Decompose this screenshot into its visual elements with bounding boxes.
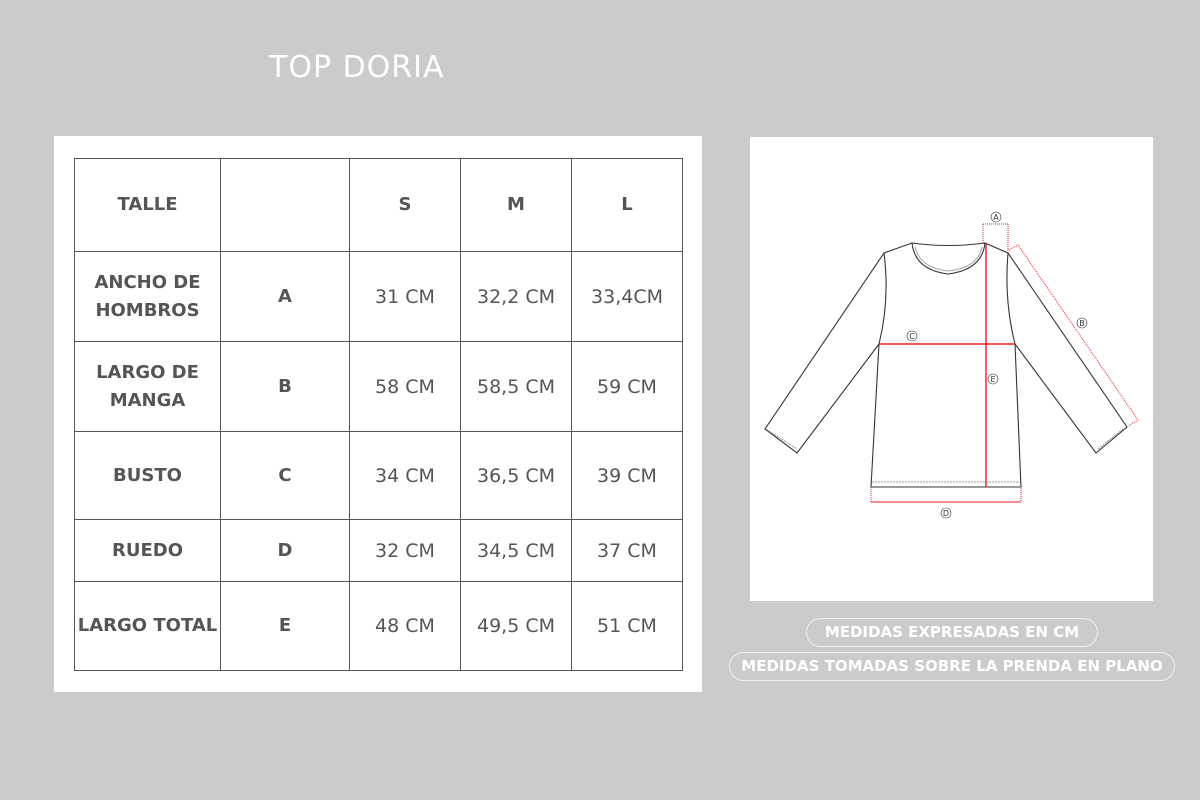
value-cell: 58 CM — [349, 341, 461, 432]
table-row: ANCHO DE HOMBROS A 31 CM 32,2 CM 33,4CM — [74, 251, 683, 342]
measure-code: D — [220, 519, 350, 582]
table-row: BUSTO C 34 CM 36,5 CM 39 CM — [74, 431, 683, 520]
table-row: LARGO DE MANGA B 58 CM 58,5 CM 59 CM — [74, 341, 683, 432]
value-cell: 32 CM — [349, 519, 461, 582]
page-title: TOP DORIA — [269, 50, 445, 85]
garment-diagram-panel: A B C D E — [750, 137, 1153, 601]
measure-code: A — [220, 251, 350, 342]
value-cell: 36,5 CM — [460, 431, 572, 520]
label-e: E — [990, 375, 995, 384]
header-cell: S — [349, 158, 461, 252]
note-units: MEDIDAS EXPRESADAS EN CM — [806, 618, 1098, 647]
measure-labels: A B C D E — [906, 211, 1088, 519]
label-b: B — [1079, 319, 1085, 328]
value-cell: 37 CM — [571, 519, 683, 582]
header-cell — [220, 158, 350, 252]
header-cell: TALLE — [74, 158, 221, 252]
measure-name: LARGO TOTAL — [74, 581, 221, 671]
measure-code: C — [220, 431, 350, 520]
measure-code: B — [220, 341, 350, 432]
measure-name: LARGO DE MANGA — [74, 341, 221, 432]
size-table: TALLE S M L ANCHO DE HOMBROS A 31 CM 32,… — [74, 158, 683, 671]
value-cell: 48 CM — [349, 581, 461, 671]
value-cell: 39 CM — [571, 431, 683, 520]
value-cell: 34 CM — [349, 431, 461, 520]
table-row: LARGO TOTAL E 48 CM 49,5 CM 51 CM — [74, 581, 683, 671]
measure-lines — [870, 223, 1139, 503]
table-header-row: TALLE S M L — [74, 158, 683, 252]
value-cell: 58,5 CM — [460, 341, 572, 432]
size-table-panel: TALLE S M L ANCHO DE HOMBROS A 31 CM 32,… — [54, 136, 702, 692]
value-cell: 49,5 CM — [460, 581, 572, 671]
value-cell: 59 CM — [571, 341, 683, 432]
shirt-outline — [764, 242, 1128, 488]
value-cell: 51 CM — [571, 581, 683, 671]
value-cell: 31 CM — [349, 251, 461, 342]
note-flat-measure: MEDIDAS TOMADAS SOBRE LA PRENDA EN PLANO — [729, 652, 1175, 681]
label-a: A — [993, 213, 999, 222]
measure-name: ANCHO DE HOMBROS — [74, 251, 221, 342]
measure-code: E — [220, 581, 350, 671]
value-cell: 32,2 CM — [460, 251, 572, 342]
header-cell: L — [571, 158, 683, 252]
value-cell: 34,5 CM — [460, 519, 572, 582]
header-cell: M — [460, 158, 572, 252]
garment-diagram: A B C D E — [764, 211, 1139, 519]
label-d: D — [943, 509, 949, 518]
value-cell: 33,4CM — [571, 251, 683, 342]
measure-name: BUSTO — [74, 431, 221, 520]
measure-name: RUEDO — [74, 519, 221, 582]
label-c: C — [909, 332, 915, 341]
table-row: RUEDO D 32 CM 34,5 CM 37 CM — [74, 519, 683, 582]
